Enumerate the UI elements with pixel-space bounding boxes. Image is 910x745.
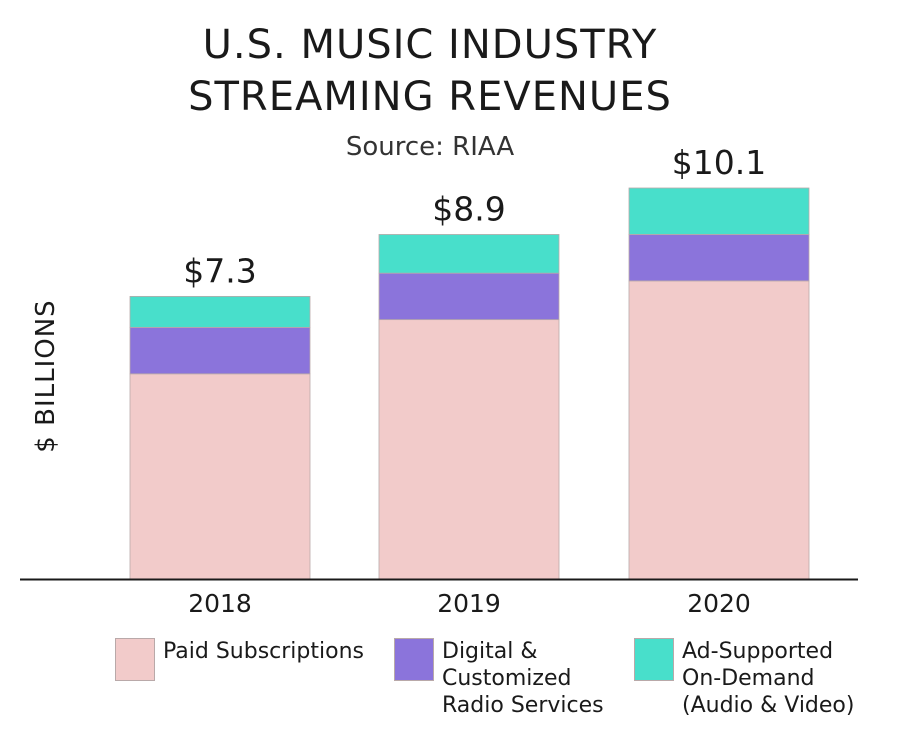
legend-swatch-digital — [394, 638, 434, 681]
bar-2020-digital — [628, 234, 810, 282]
x-tick-label-2018: 2018 — [188, 589, 252, 618]
total-label-2018: $7.3 — [183, 251, 256, 290]
bar-2019-paid — [378, 319, 560, 580]
x-tick-label-2020: 2020 — [687, 589, 751, 618]
total-label-2019: $8.9 — [432, 189, 505, 228]
legend-label-digital: Digital & Customized Radio Services — [442, 639, 604, 718]
chart-title-line1: U.S. MUSIC INDUSTRY — [202, 22, 658, 68]
total-label-2020: $10.1 — [672, 143, 766, 182]
bar-2018-digital — [129, 326, 311, 375]
chart-title-line2: STREAMING REVENUES — [188, 74, 672, 120]
bar-2019-ad — [378, 234, 560, 274]
chart-subtitle: Source: RIAA — [345, 132, 515, 162]
y-axis-label: $ BILLIONS — [31, 299, 61, 453]
bar-2020-paid — [628, 280, 810, 580]
legend-label-ad: Ad-Supported On-Demand (Audio & Video) — [682, 639, 855, 718]
legend-swatch-ad — [634, 638, 674, 681]
bar-2020-ad — [628, 187, 810, 235]
bar-2018-paid — [129, 373, 311, 580]
legend-label-paid: Paid Subscriptions — [163, 639, 364, 664]
legend-item-ad: Ad-Supported On-Demand (Audio & Video) — [634, 638, 854, 719]
x-tick-label-2019: 2019 — [437, 589, 501, 618]
legend-swatch-paid — [115, 638, 155, 681]
bar-2019-digital — [378, 272, 560, 321]
legend-item-paid: Paid Subscriptions — [115, 638, 364, 681]
bar-2018-ad — [129, 295, 311, 328]
legend-item-digital: Digital & Customized Radio Services — [394, 638, 604, 719]
